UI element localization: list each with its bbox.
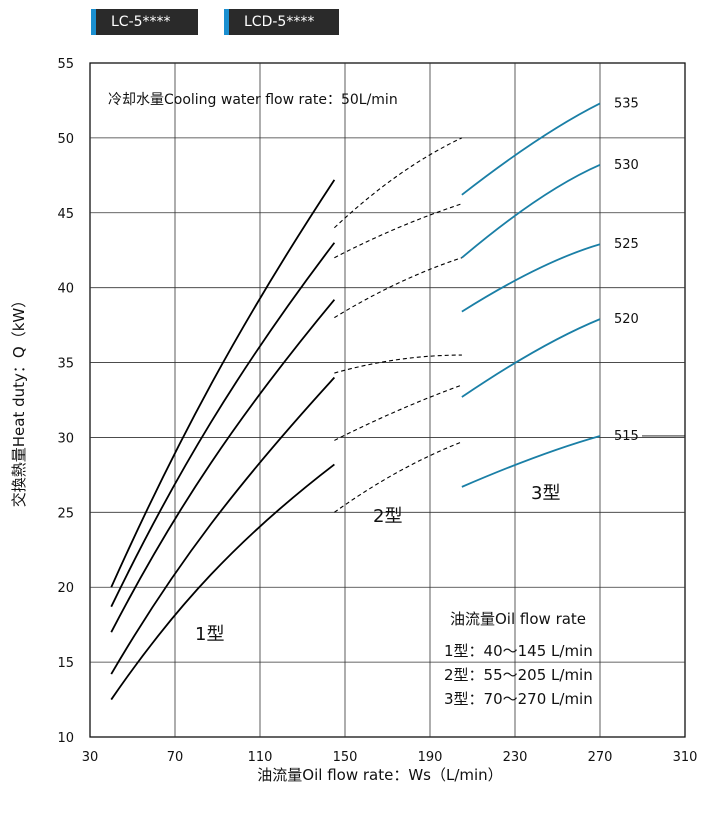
group-label-type3: 3型: [531, 483, 560, 504]
series-line-group2-5: [334, 384, 463, 441]
grid: [90, 63, 685, 737]
model-badge-lc: LC-5****: [91, 9, 198, 35]
series-lines: [110, 102, 601, 701]
x-tick-label: 190: [418, 750, 443, 765]
x-axis-label: 油流量Oil flow rate：Ws（L/min）: [257, 766, 502, 784]
plot-frame: [89, 62, 686, 738]
series-line-group3-515: [461, 435, 601, 488]
series-line-group1-2: [110, 242, 336, 608]
y-tick-label: 35: [57, 357, 74, 372]
y-tick-label: 20: [57, 581, 74, 596]
series-labels: 535 530 525 520 515: [614, 96, 685, 444]
legend-line-type1: 1型：40～145 L/min: [444, 642, 593, 660]
x-axis-ticks: 30 70 110 150 190 230 270 310: [82, 750, 698, 765]
series-line-group1-1: [110, 179, 336, 588]
series-line-group3-530: [461, 164, 601, 259]
series-label-530: 530: [614, 158, 639, 173]
y-axis-label: 交換熱量Heat duty：Q（kW）: [10, 293, 28, 507]
series-line-group2-1: [333, 137, 463, 229]
series-line-group2-6: [334, 441, 463, 513]
series-label-535: 535: [614, 96, 639, 111]
series-line-group3-525: [461, 243, 601, 313]
x-tick-label: 70: [167, 750, 184, 765]
chart-subtitle: 冷却水量Cooling water flow rate：50L/min: [108, 92, 398, 108]
series-line-group2-2: [334, 203, 463, 259]
group-label-type2: 2型: [373, 506, 402, 527]
y-tick-label: 45: [57, 207, 74, 222]
series-line-group3-535: [461, 102, 601, 196]
y-tick-label: 40: [57, 282, 74, 297]
x-tick-label: 230: [503, 750, 528, 765]
y-tick-label: 30: [57, 431, 74, 446]
y-tick-label: 10: [57, 731, 74, 746]
group-label-type1: 1型: [195, 624, 224, 645]
series-line-group2-4: [334, 354, 462, 374]
x-tick-label: 30: [82, 750, 99, 765]
series-label-525: 525: [614, 237, 639, 252]
series-line-group1-3: [110, 299, 336, 633]
series-label-515: 515: [614, 429, 639, 444]
series-line-group1-5: [110, 463, 335, 701]
x-tick-label: 270: [588, 750, 613, 765]
legend-line-type3: 3型：70～270 L/min: [444, 690, 593, 708]
legend-title: 油流量Oil flow rate: [450, 610, 586, 628]
y-tick-label: 15: [57, 656, 74, 671]
y-tick-label: 25: [57, 506, 74, 521]
x-tick-label: 110: [248, 750, 273, 765]
y-tick-label: 50: [57, 132, 74, 147]
series-line-group1-4: [110, 376, 336, 675]
series-line-group3-520: [461, 318, 601, 398]
x-tick-label: 310: [673, 750, 698, 765]
legend-line-type2: 2型：55～205 L/min: [444, 666, 593, 684]
series-line-group2-3: [334, 257, 463, 319]
series-label-520: 520: [614, 312, 639, 327]
model-badge-lcd: LCD-5****: [224, 9, 339, 35]
y-tick-label: 55: [57, 57, 74, 72]
y-axis-ticks: 10 15 20 25 30 35 40 45 50 55: [57, 57, 74, 746]
x-tick-label: 150: [333, 750, 358, 765]
